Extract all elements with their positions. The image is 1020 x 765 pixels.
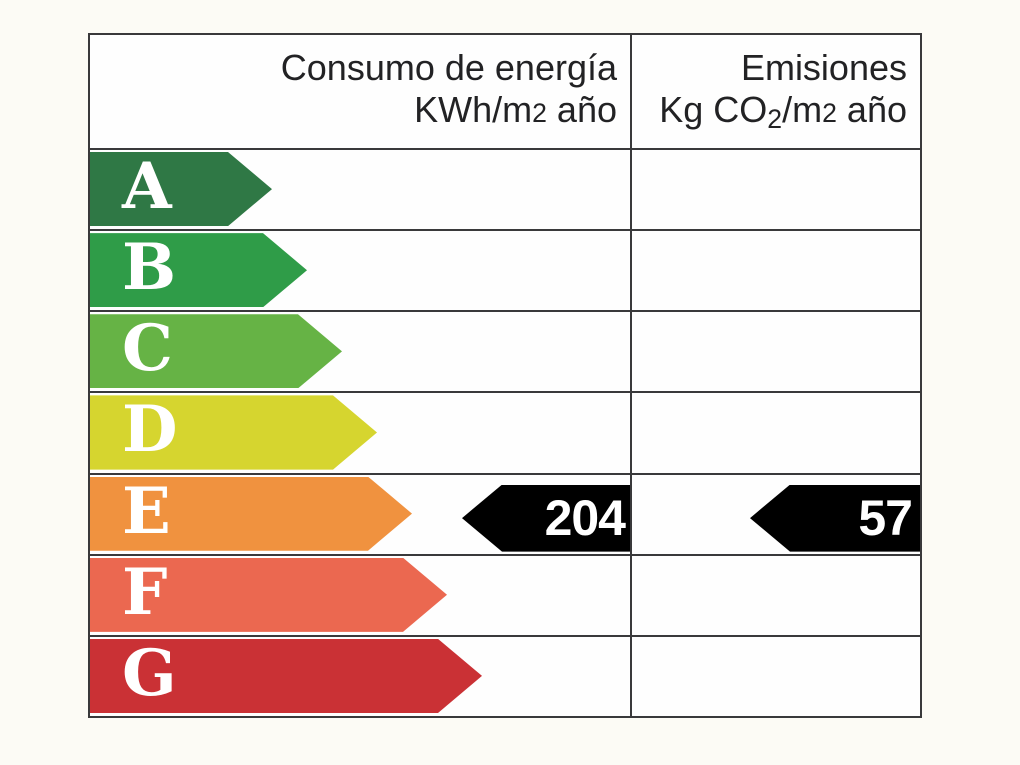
subscript-2: 2 xyxy=(767,103,783,134)
rating-arrow-g: G xyxy=(90,639,482,713)
rating-arrow-b: B xyxy=(90,233,307,307)
header-consumption-line1: Consumo de energía xyxy=(280,47,617,88)
header-emissions-line1: Emisiones xyxy=(740,47,907,88)
rating-row-b-consumption: B xyxy=(90,229,630,310)
rating-letter-c: C xyxy=(122,311,173,387)
rating-row-e-consumption: E 204 xyxy=(90,472,630,554)
energy-rating-table: Consumo de energía KWh/m2 año Emisiones … xyxy=(88,33,922,718)
rating-row-a-consumption: A xyxy=(90,148,630,229)
header-emissions-line2: Kg CO2/m2 año xyxy=(659,89,907,134)
rating-arrow-a: A xyxy=(90,152,272,226)
rating-arrow-e: E xyxy=(90,477,412,551)
header-consumption: Consumo de energía KWh/m2 año xyxy=(90,35,630,148)
superscript-2: 2 xyxy=(822,98,837,128)
rating-row-c-emissions xyxy=(630,310,920,392)
rating-row-e-emissions: 57 xyxy=(630,472,920,554)
superscript-2: 2 xyxy=(532,98,547,128)
consumption-value-marker: 204 xyxy=(462,484,630,552)
header-emissions: Emisiones Kg CO2/m2 año xyxy=(630,35,920,148)
rating-row-d-emissions xyxy=(630,391,920,473)
rating-letter-b: B xyxy=(122,230,177,306)
emissions-value: 57 xyxy=(858,490,913,547)
consumption-value: 204 xyxy=(544,490,626,547)
header-consumption-line2: KWh/m2 año xyxy=(414,89,617,130)
rating-letter-g: G xyxy=(122,635,177,711)
rating-row-g-emissions xyxy=(630,634,920,716)
rating-row-d-consumption: D xyxy=(90,391,630,472)
rating-row-f-consumption: F xyxy=(90,553,630,635)
emissions-value-marker: 57 xyxy=(750,484,920,552)
rating-row-c-consumption: C xyxy=(90,310,630,391)
rating-letter-d: D xyxy=(122,392,178,468)
rating-arrow-d: D xyxy=(90,395,377,469)
rating-row-f-emissions xyxy=(630,553,920,635)
rating-letter-e: E xyxy=(122,473,171,549)
rating-row-g-consumption: G xyxy=(90,634,630,716)
rating-letter-a: A xyxy=(122,149,172,225)
rating-row-b-emissions xyxy=(630,229,920,311)
rating-arrow-f: F xyxy=(90,558,447,632)
rating-arrow-c: C xyxy=(90,314,342,388)
rating-row-a-emissions xyxy=(630,148,920,230)
rating-letter-f: F xyxy=(122,554,168,630)
